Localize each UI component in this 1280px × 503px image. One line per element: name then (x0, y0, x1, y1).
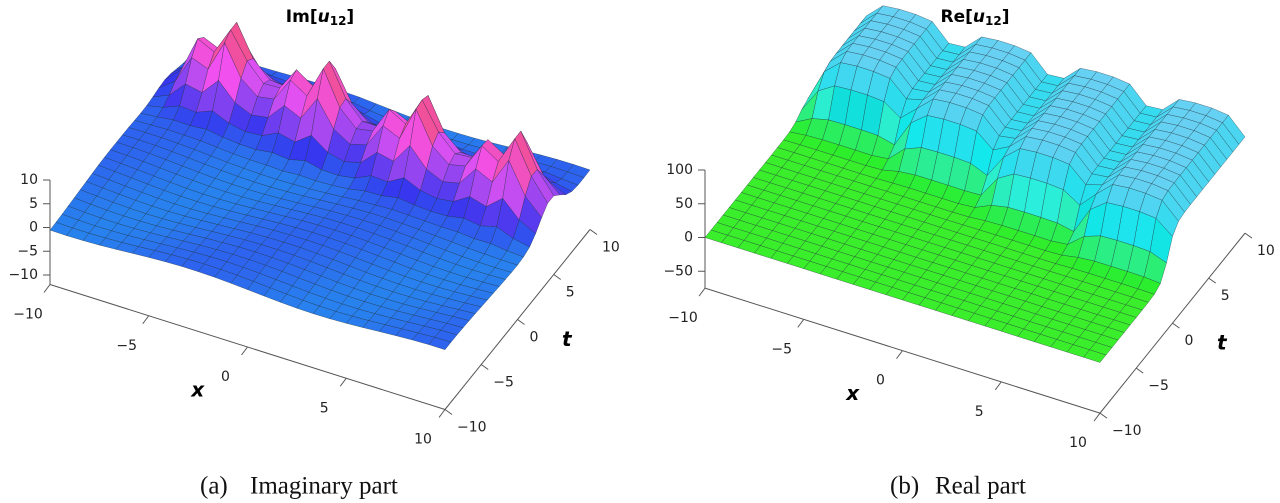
y-tick-label: 0 (530, 330, 539, 346)
tick-mark (480, 364, 489, 370)
panel-title: Re[u12] (941, 7, 1010, 28)
tick-mark (339, 377, 347, 387)
title-suffix: ] (1002, 7, 1010, 27)
x-tick-label: −10 (668, 310, 698, 326)
z-tick-label: 5 (29, 196, 38, 212)
tick-mark (896, 350, 903, 359)
tick-mark (517, 319, 525, 325)
y-tick-label: 5 (1221, 288, 1230, 304)
tick-mark (438, 409, 446, 418)
title-var: u (318, 7, 330, 27)
panel-title: Im[u12] (286, 7, 354, 28)
title-sub: 12 (330, 14, 347, 28)
tick-mark (698, 287, 706, 297)
tick-mark (1172, 322, 1180, 329)
caption: Imaginary part (250, 473, 398, 500)
x-tick-label: 0 (221, 369, 230, 385)
x-tick-label: −5 (771, 341, 792, 357)
x-tick-label: 5 (975, 404, 984, 420)
title-suffix: ] (346, 7, 354, 27)
x-tick-label: −10 (13, 307, 43, 323)
surface-patch (428, 337, 452, 350)
x-tick-label: −5 (116, 338, 137, 354)
tick-mark (553, 274, 562, 280)
x-tick-label: 10 (1069, 435, 1087, 451)
z-tick-label: 50 (675, 196, 693, 212)
tick-mark (994, 381, 1002, 391)
y-tick-label: −10 (1112, 423, 1142, 439)
tick-mark (1244, 232, 1253, 239)
caption-tag: (a) (200, 473, 228, 500)
y-tick-label: 10 (1257, 243, 1275, 259)
z-tick-label: −50 (663, 263, 693, 279)
tick-mark (1135, 367, 1144, 374)
y-tick-label: 10 (602, 240, 620, 256)
x-tick-label: 0 (876, 373, 885, 389)
z-tick-label: −5 (17, 243, 38, 259)
x-tick-label: 5 (320, 400, 329, 416)
x-axis-label: x (190, 377, 205, 401)
y-tick-label: −10 (457, 420, 487, 436)
tick-mark (1208, 277, 1217, 284)
title-prefix: Im[ (286, 7, 318, 27)
tick-mark (1093, 412, 1101, 422)
title-var: u (973, 7, 985, 27)
surface-patch (1083, 349, 1107, 363)
z-tick-label: −10 (8, 267, 38, 283)
tick-mark (241, 346, 248, 356)
z-tick-label: 100 (666, 162, 693, 178)
tick-mark (43, 284, 51, 293)
y-axis-label: t (1217, 331, 1228, 355)
z-tick-label: 0 (29, 220, 38, 236)
y-tick-label: −5 (1148, 378, 1169, 394)
y-tick-label: −5 (493, 375, 514, 391)
title-prefix: Re[ (941, 7, 973, 27)
x-tick-label: 10 (414, 432, 432, 448)
title-sub: 12 (985, 14, 1002, 28)
tick-mark (1099, 412, 1108, 419)
caption-tag: (b) (890, 473, 919, 500)
y-tick-label: 0 (1185, 333, 1194, 349)
tick-mark (797, 319, 805, 328)
y-axis-label: t (562, 327, 573, 351)
x-axis-label: x (845, 381, 860, 405)
tick-mark (444, 409, 453, 415)
surface-panel: −10 −5 0 5 10 −10 −5 0 5 10 10 5 0 −5 −10 x t (8, 21, 620, 448)
tick-mark (589, 229, 598, 235)
caption: Real part (935, 473, 1026, 500)
tick-mark (142, 315, 150, 325)
z-tick-label: 0 (684, 230, 693, 246)
z-tick-label: 10 (20, 172, 38, 188)
y-tick-label: 5 (566, 285, 575, 301)
